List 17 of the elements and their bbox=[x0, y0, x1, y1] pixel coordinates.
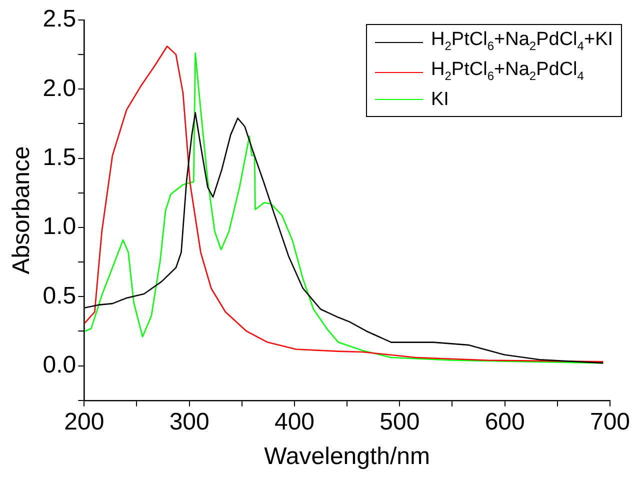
legend-label: H$_{2}$PtCl$_{6}$+Na$_{2}$PdCl$_{4}$ bbox=[431, 58, 584, 85]
y-tick-label: 1.5 bbox=[42, 144, 76, 171]
x-tick-label: 700 bbox=[590, 408, 630, 436]
y-tick-label: 1.0 bbox=[42, 213, 76, 240]
x-tick-label: 600 bbox=[484, 408, 525, 436]
y-tick-label: 2.0 bbox=[42, 74, 76, 102]
y-tick-label: 0.5 bbox=[42, 282, 76, 310]
legend-label: KI bbox=[431, 88, 449, 112]
text: H$_{2}$PtCl$_{6}$+Na$_{2}$PdCl$_{4}$+KI bbox=[431, 29, 614, 53]
x-tick-label: 400 bbox=[274, 408, 315, 436]
y-tick-label: 2.5 bbox=[42, 6, 76, 33]
x-tick-label: 200 bbox=[64, 408, 104, 436]
x-axis-title: Wavelength/nm bbox=[264, 443, 430, 470]
x-tick-label: 500 bbox=[380, 408, 420, 436]
y-axis-title: Absorbance bbox=[8, 146, 36, 274]
y-tick-label: 0.0 bbox=[42, 351, 76, 378]
x-tick-label: 300 bbox=[169, 408, 210, 436]
